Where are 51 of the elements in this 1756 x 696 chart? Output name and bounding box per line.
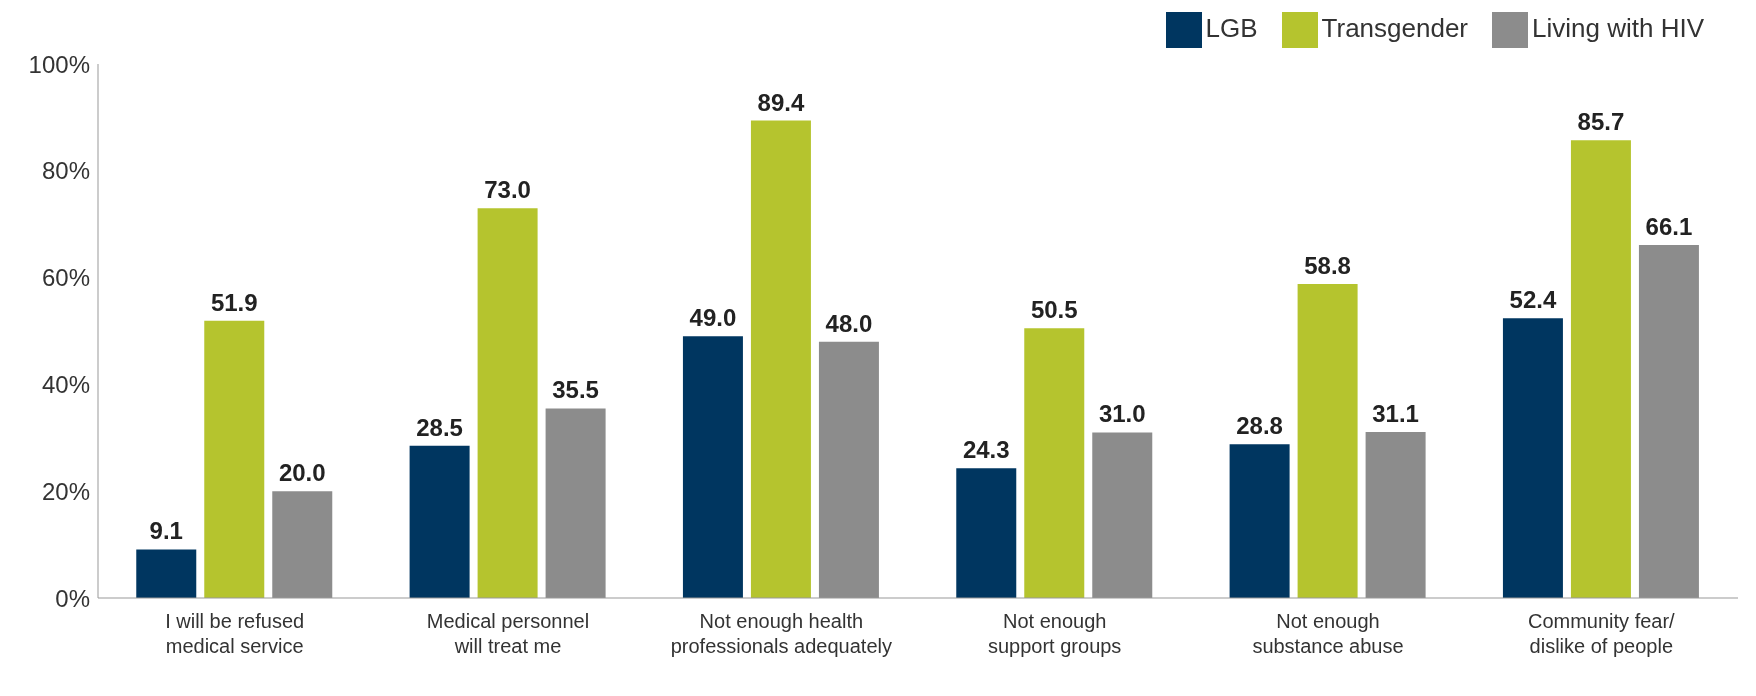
bar <box>477 208 538 598</box>
data-label: 85.7 <box>1577 108 1625 136</box>
bar <box>1570 140 1631 598</box>
legend-label: LGB <box>1205 12 1258 43</box>
data-label: 66.1 <box>1645 213 1693 241</box>
bar <box>204 320 265 598</box>
bar <box>1092 432 1153 598</box>
data-label: 35.5 <box>552 376 599 404</box>
data-label: 89.4 <box>757 88 805 116</box>
x-tick-label: Not enough health professionals adequately <box>670 610 892 657</box>
bar <box>1638 245 1699 598</box>
data-label: 73.0 <box>484 176 531 204</box>
y-tick-label: 0% <box>55 584 90 612</box>
data-label: 20.0 <box>278 459 326 487</box>
bar <box>272 491 333 598</box>
bar <box>682 336 743 598</box>
y-tick-label: 80% <box>41 157 90 185</box>
bar <box>956 468 1017 598</box>
x-tick-label: Community fear/ dislike of people <box>1527 610 1676 657</box>
bar <box>409 445 470 598</box>
y-tick-label: 20% <box>41 477 90 505</box>
x-tick-label: Not enough substance abuse <box>1252 610 1404 657</box>
data-label: 52.4 <box>1509 286 1557 314</box>
data-label: 31.0 <box>1098 400 1146 428</box>
y-tick-label: 40% <box>41 370 90 398</box>
data-label: 28.5 <box>416 413 463 441</box>
bar <box>1502 318 1563 598</box>
x-tick-label: Medical personnel will treat me <box>426 610 590 657</box>
legend-label: Living with HIV <box>1532 12 1704 43</box>
bar <box>750 120 811 598</box>
legend-label: Transgender <box>1321 12 1469 43</box>
y-tick-label: 100% <box>28 50 90 78</box>
bar <box>1024 328 1085 598</box>
data-label: 49.0 <box>689 304 737 332</box>
data-label: 24.3 <box>962 436 1010 464</box>
bar <box>136 549 197 598</box>
bar <box>1297 284 1358 598</box>
data-label: 48.0 <box>825 309 873 337</box>
data-label: 58.8 <box>1304 252 1351 280</box>
data-label: 28.8 <box>1236 412 1283 440</box>
bar <box>1229 444 1290 598</box>
y-tick-label: 60% <box>41 264 90 292</box>
data-label: 9.1 <box>149 517 183 545</box>
data-label: 31.1 <box>1372 399 1419 427</box>
bar <box>1365 431 1426 598</box>
data-label: 51.9 <box>210 288 258 316</box>
x-tick-label: I will be refused medical service <box>165 610 305 657</box>
bar <box>545 408 606 598</box>
bar <box>818 341 879 598</box>
x-tick-label: Not enough support groups <box>987 610 1122 657</box>
data-label: 50.5 <box>1030 296 1078 324</box>
